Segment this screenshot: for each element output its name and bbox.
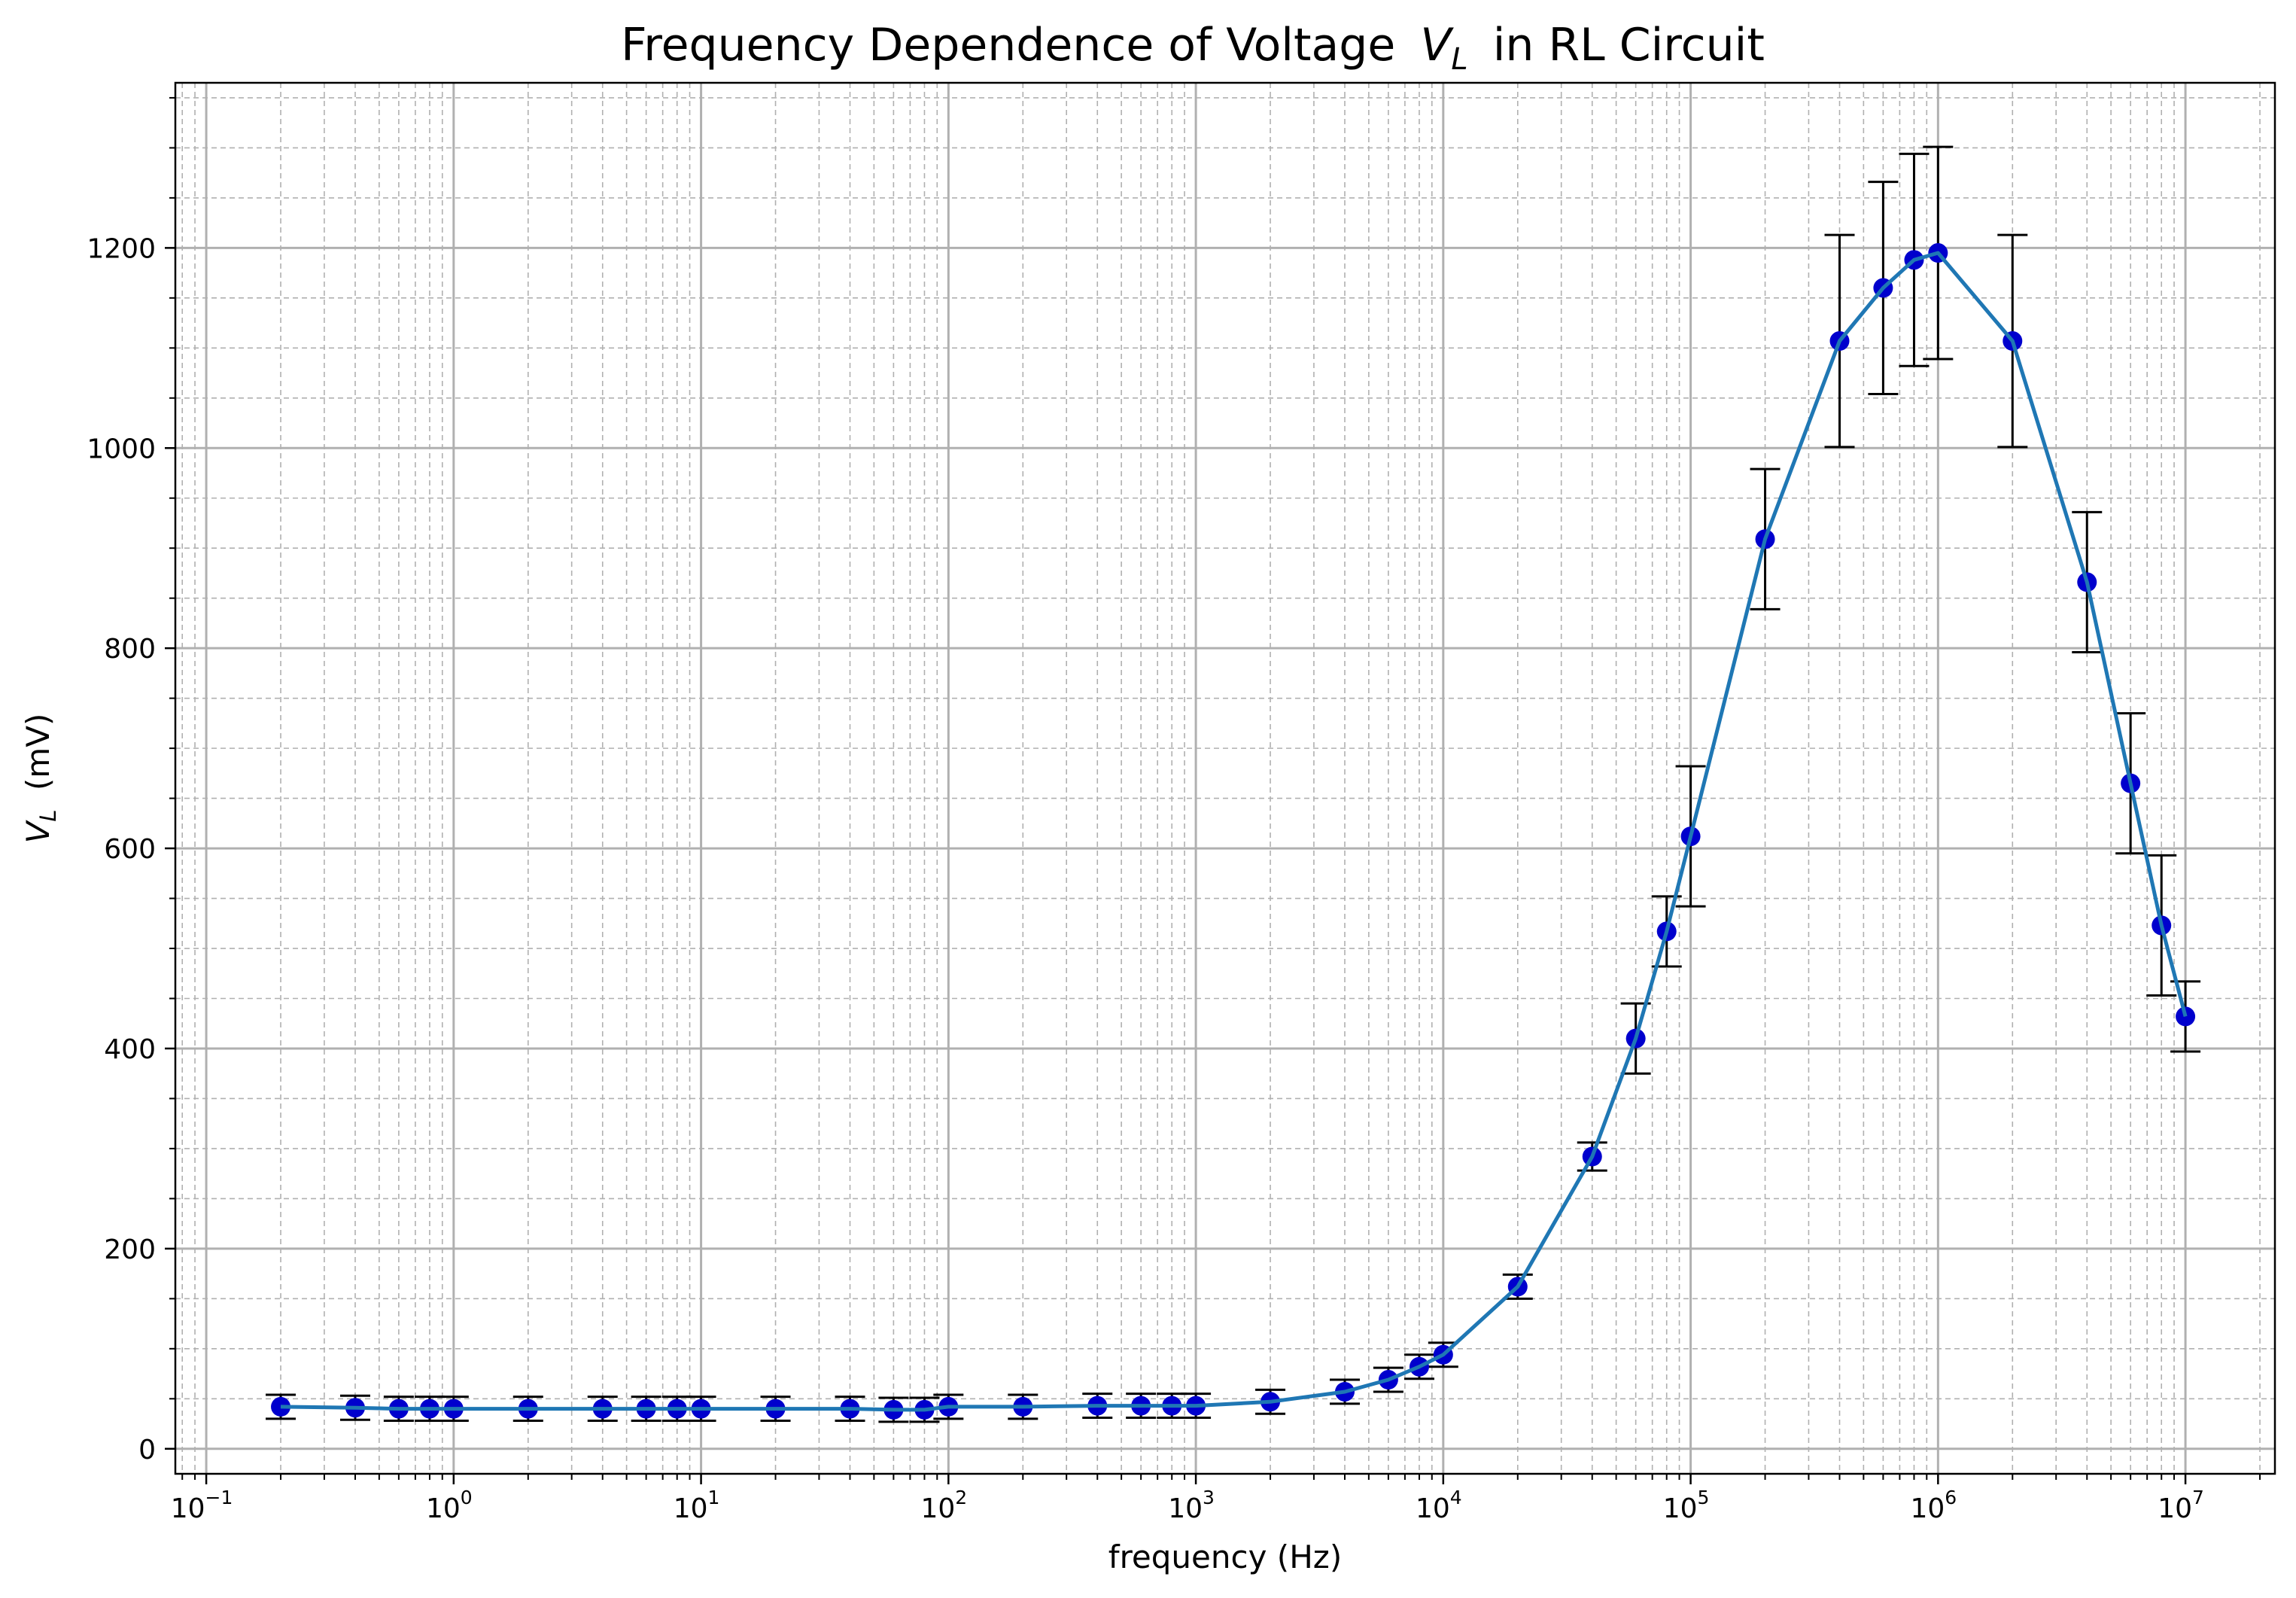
y-axis-label-subscript: L	[35, 809, 61, 821]
x-tick-label: 100	[426, 1487, 473, 1524]
grid	[175, 83, 2275, 1474]
x-tick-label: 107	[2158, 1487, 2204, 1524]
x-tick-label: 105	[1663, 1487, 1710, 1524]
y-axis-label-unit: (mV)	[20, 714, 56, 790]
x-tick-exponent: 6	[1945, 1487, 1957, 1508]
x-tick-base: 10	[2158, 1493, 2192, 1524]
y-tick-label: 800	[104, 634, 156, 665]
x-tick-base: 10	[171, 1493, 205, 1524]
x-tick-base: 10	[426, 1493, 461, 1524]
chart-title-main: Frequency Dependence of Voltage	[621, 19, 1395, 72]
plot-frame	[174, 81, 2276, 1475]
y-tick-label: 400	[104, 1034, 156, 1065]
x-tick-base: 10	[1168, 1493, 1203, 1524]
x-axis-label: frequency (Hz)	[1108, 1539, 1342, 1575]
y-tick-label: 200	[104, 1234, 156, 1265]
x-tick-base: 10	[1663, 1493, 1698, 1524]
y-tick-label: 600	[104, 834, 156, 865]
x-tick-exponent: 5	[1698, 1487, 1710, 1508]
x-tick-label: 103	[1168, 1487, 1215, 1524]
x-tick-label: 104	[1416, 1487, 1462, 1524]
x-tick-exponent: 0	[461, 1487, 473, 1508]
chart-title-suffix: in RL Circuit	[1493, 19, 1765, 72]
x-tick-label: 106	[1910, 1487, 1957, 1524]
series-line	[280, 251, 2188, 1412]
x-tick-exponent: 3	[1203, 1487, 1215, 1508]
data-layer	[266, 145, 2201, 1423]
data-point	[2176, 1006, 2196, 1027]
x-tick-label: 102	[920, 1487, 967, 1524]
x-tick-exponent: 1	[708, 1487, 720, 1508]
x-tick-label: 10−1	[171, 1487, 233, 1524]
x-tick-base: 10	[1910, 1493, 1945, 1524]
y-tick-label: 0	[138, 1435, 156, 1466]
y-axis-label-symbol: V	[20, 819, 56, 843]
x-tick-exponent: 4	[1450, 1487, 1462, 1508]
x-tick-exponent: 2	[955, 1487, 967, 1508]
x-tick-base: 10	[920, 1493, 955, 1524]
y-tick-label: 1000	[87, 434, 156, 464]
y-axis-label: VL (mV)	[20, 714, 63, 844]
chart-title: Frequency Dependence of Voltage VL in RL…	[621, 19, 1765, 81]
x-tick-exponent: 7	[2192, 1487, 2204, 1508]
y-tick-label: 1200	[87, 233, 156, 264]
chart-title-symbol: V	[1420, 19, 1454, 72]
x-tick-base: 10	[674, 1493, 708, 1524]
x-tick-label: 101	[674, 1487, 720, 1524]
x-tick-exponent: −1	[205, 1487, 233, 1508]
x-tick-base: 10	[1416, 1493, 1450, 1524]
chart-title-subscript: L	[1451, 42, 1467, 77]
